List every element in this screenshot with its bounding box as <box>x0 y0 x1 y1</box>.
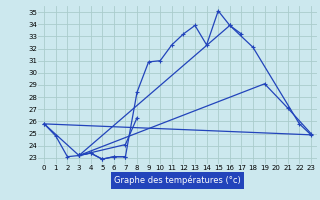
X-axis label: Graphe des températures (°c): Graphe des températures (°c) <box>114 176 241 185</box>
